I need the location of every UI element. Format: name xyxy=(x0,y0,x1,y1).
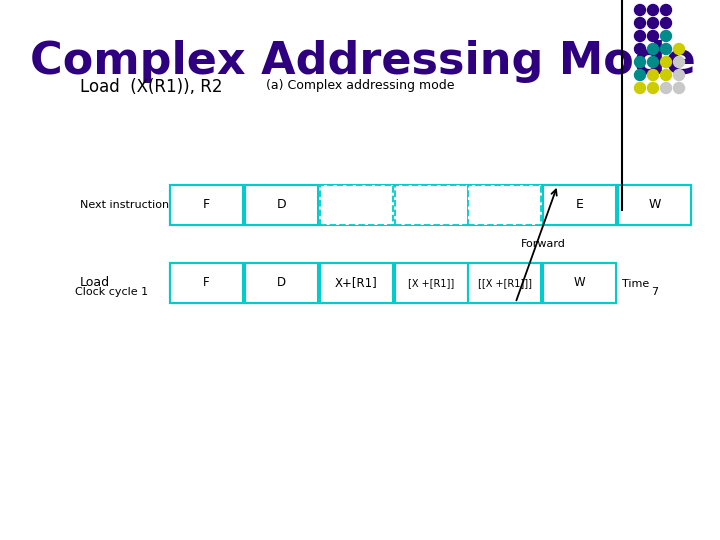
Bar xyxy=(170,263,616,303)
Text: Forward: Forward xyxy=(521,239,565,249)
Circle shape xyxy=(660,57,672,68)
Circle shape xyxy=(634,30,646,42)
Text: 5: 5 xyxy=(428,287,435,297)
Text: 3: 3 xyxy=(278,287,285,297)
Circle shape xyxy=(634,83,646,93)
Text: E: E xyxy=(575,199,583,212)
Circle shape xyxy=(634,17,646,29)
Circle shape xyxy=(634,44,646,55)
Circle shape xyxy=(673,70,685,80)
Text: 7: 7 xyxy=(651,287,658,297)
Text: D: D xyxy=(277,276,286,289)
Bar xyxy=(618,185,691,225)
Bar xyxy=(170,185,691,225)
Bar xyxy=(320,263,393,303)
Circle shape xyxy=(647,44,659,55)
Text: D: D xyxy=(276,199,287,212)
Text: Load  (X(R1)), R2: Load (X(R1)), R2 xyxy=(80,78,222,96)
Text: [[X +[R1]]]: [[X +[R1]]] xyxy=(477,278,531,288)
Text: W: W xyxy=(648,199,661,212)
Text: X+[R1]: X+[R1] xyxy=(335,276,378,289)
Text: (a) Complex addressing mode: (a) Complex addressing mode xyxy=(266,78,454,91)
Circle shape xyxy=(673,57,685,68)
Text: F: F xyxy=(203,276,210,289)
Circle shape xyxy=(647,4,659,16)
Bar xyxy=(543,185,616,225)
Circle shape xyxy=(660,44,672,55)
Text: W: W xyxy=(574,276,585,289)
Circle shape xyxy=(660,17,672,29)
Text: 4: 4 xyxy=(353,287,360,297)
Circle shape xyxy=(647,70,659,80)
Circle shape xyxy=(647,30,659,42)
Circle shape xyxy=(660,83,672,93)
Circle shape xyxy=(660,30,672,42)
Bar xyxy=(543,263,616,303)
Bar xyxy=(395,263,468,303)
Bar xyxy=(468,263,541,303)
Circle shape xyxy=(647,83,659,93)
Text: Load: Load xyxy=(80,276,110,289)
Bar xyxy=(170,263,243,303)
Text: 6: 6 xyxy=(501,287,508,297)
Bar xyxy=(245,185,318,225)
Circle shape xyxy=(660,4,672,16)
Circle shape xyxy=(647,57,659,68)
Text: [X +[R1]]: [X +[R1]] xyxy=(408,278,454,288)
Bar xyxy=(468,185,541,225)
Circle shape xyxy=(673,44,685,55)
Bar xyxy=(245,263,318,303)
Text: Clock cycle 1: Clock cycle 1 xyxy=(75,287,148,297)
Bar xyxy=(170,185,243,225)
Bar xyxy=(320,185,393,225)
Circle shape xyxy=(634,4,646,16)
Circle shape xyxy=(647,17,659,29)
Circle shape xyxy=(634,57,646,68)
Circle shape xyxy=(660,70,672,80)
Text: Time: Time xyxy=(622,279,649,289)
Text: Complex Addressing Mode: Complex Addressing Mode xyxy=(30,40,696,83)
Circle shape xyxy=(673,83,685,93)
Text: F: F xyxy=(203,199,210,212)
Text: 2: 2 xyxy=(203,287,210,297)
Bar xyxy=(395,185,468,225)
Text: Next instruction: Next instruction xyxy=(80,200,169,210)
Circle shape xyxy=(634,70,646,80)
